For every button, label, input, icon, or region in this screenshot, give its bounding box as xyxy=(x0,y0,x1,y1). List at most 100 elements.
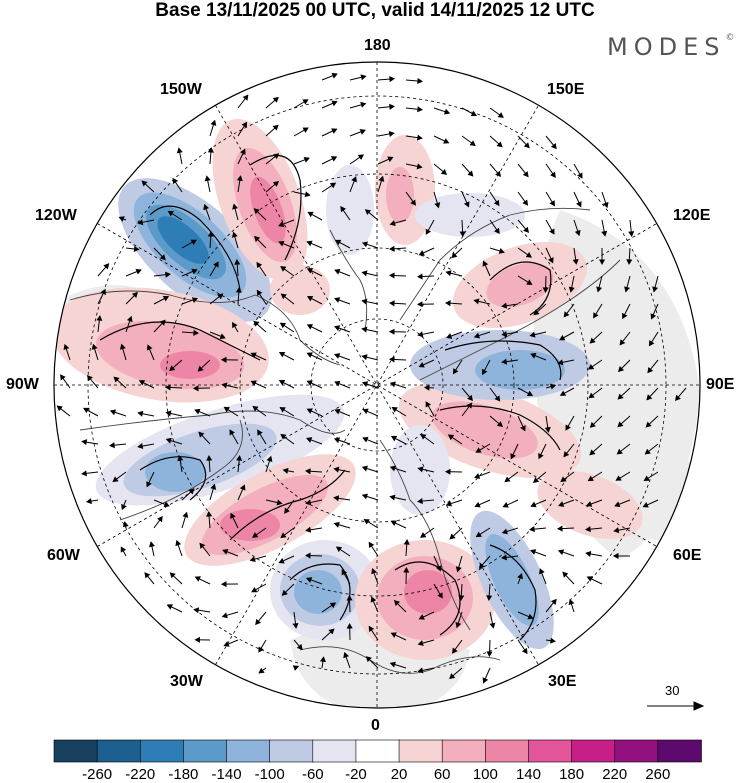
wind-vector-head xyxy=(166,604,173,610)
wind-vector-head xyxy=(418,614,425,620)
wind-vector-head xyxy=(126,315,133,323)
wind-vector-head xyxy=(529,526,535,533)
wind-vector-head xyxy=(109,409,117,416)
colorbar-label: -180 xyxy=(168,766,199,783)
wind-vector-head xyxy=(306,240,313,247)
wind-vector-head xyxy=(577,172,583,179)
wind-vector-head xyxy=(563,311,570,318)
wind-vector-head xyxy=(565,424,571,431)
wind-vector-head xyxy=(416,134,423,141)
wind-vector-head xyxy=(256,289,263,296)
wind-vector-head xyxy=(204,175,211,182)
wind-vector-head xyxy=(207,231,214,237)
wind-vector-head xyxy=(249,556,256,563)
wind-vector-head xyxy=(280,266,287,272)
lon-label-150w: 150W xyxy=(160,81,202,98)
colorbar-swatch xyxy=(614,739,659,763)
wind-vector-head xyxy=(482,260,489,267)
wind-vector-head xyxy=(475,531,482,538)
wind-vector-head xyxy=(138,380,146,386)
colorbar-label: 20 xyxy=(390,766,408,783)
wind-vector-head xyxy=(306,577,313,583)
colorbar-label: 220 xyxy=(602,766,628,783)
wind-vector-head xyxy=(548,257,554,264)
wind-vector-head xyxy=(596,286,603,293)
wind-vector-head xyxy=(410,199,416,206)
wind-vector-head xyxy=(360,74,367,81)
wind-vector-head xyxy=(586,576,593,582)
wind-vector-head xyxy=(368,541,375,549)
wind-vector-head xyxy=(279,407,286,413)
wind-vector-head xyxy=(362,408,369,415)
wind-vector-head xyxy=(119,343,126,350)
wind-vector-head xyxy=(217,293,224,300)
wind-vector-head xyxy=(550,637,556,644)
colorbar-label: -260 xyxy=(82,766,113,783)
wind-vector-head xyxy=(418,361,425,368)
wind-vector-head xyxy=(601,230,608,237)
wind-vector-head xyxy=(538,452,544,460)
wind-vector-head xyxy=(165,271,171,278)
wind-vector-head xyxy=(335,239,342,246)
wind-vector-head xyxy=(304,552,311,559)
wind-vector-head xyxy=(371,567,377,575)
wind-vector-head xyxy=(542,287,549,294)
wind-vector-head xyxy=(266,455,273,462)
wind-vector-head xyxy=(645,421,652,428)
wind-vector-head xyxy=(588,392,595,399)
wind-vector-head xyxy=(452,647,458,654)
wind-vector-head xyxy=(498,248,505,254)
wind-vector-head xyxy=(363,519,370,525)
anomaly-pos-europe xyxy=(355,540,495,660)
colorbar-label: 100 xyxy=(472,766,498,783)
wind-vector-head xyxy=(624,286,630,293)
wind-vector-head xyxy=(146,344,153,351)
wind-vector-head xyxy=(197,365,204,372)
wind-vector-head xyxy=(302,127,309,133)
wind-vector-head xyxy=(278,240,285,247)
wind-vector-head xyxy=(141,180,148,187)
wind-vector-head xyxy=(221,612,228,619)
wind-vector-head xyxy=(496,141,503,148)
wind-vector-head xyxy=(646,394,653,401)
colorbar-swatch xyxy=(53,739,98,763)
wind-vector-head xyxy=(231,231,238,238)
wind-vector-head xyxy=(361,465,368,472)
wind-vector-head xyxy=(250,352,257,359)
wind-vector-head xyxy=(447,434,455,441)
wind-vector-head xyxy=(388,272,395,279)
wind-vector-head xyxy=(280,433,287,440)
wind-vector-head xyxy=(305,499,312,506)
wind-vector-head xyxy=(230,512,236,519)
wind-vector-head xyxy=(549,383,557,390)
wind-vector-head xyxy=(563,451,570,458)
wind-vector-head xyxy=(473,332,481,339)
wind-vector-head xyxy=(523,142,530,149)
wind-vector-head xyxy=(292,665,300,671)
wind-vector-head xyxy=(521,647,528,655)
wind-vector-head xyxy=(232,203,239,210)
wind-vector-head xyxy=(361,493,368,500)
wind-vector-head xyxy=(501,554,507,561)
wind-vector-head xyxy=(449,533,456,540)
wind-vector-head xyxy=(229,429,235,436)
wind-vector-head xyxy=(159,254,166,261)
wind-vector-head xyxy=(388,328,395,335)
wind-vector-head xyxy=(63,343,70,351)
wind-vector-head xyxy=(333,325,341,332)
wind-vector-head xyxy=(455,566,462,573)
wind-vector-head xyxy=(362,436,369,443)
wind-vector-head xyxy=(81,439,88,446)
wind-vector-head xyxy=(526,279,533,285)
colorbar-label: -100 xyxy=(254,766,285,783)
wind-vector-head xyxy=(304,468,311,475)
wind-vector-head xyxy=(306,380,313,386)
wind-vector-head xyxy=(96,315,103,321)
colorbar-swatch xyxy=(183,739,228,763)
wind-vector-head xyxy=(210,483,217,490)
wind-vector-head xyxy=(121,503,127,511)
wind-vector-head xyxy=(86,375,93,382)
wind-vector-head xyxy=(418,250,425,256)
wind-vector-head xyxy=(486,651,493,658)
